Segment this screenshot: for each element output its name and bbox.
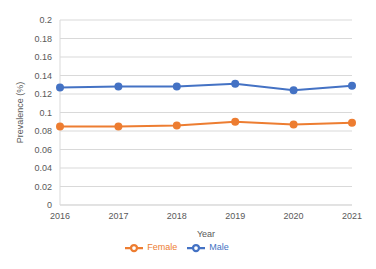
svg-text:Year: Year <box>197 229 215 239</box>
html-text:Female: Female <box>147 242 178 253</box>
html-text:Male: Male <box>209 242 229 253</box>
svg-text:2019: 2019 <box>225 211 245 221</box>
svg-text:2020: 2020 <box>284 211 304 221</box>
svg-text:2018: 2018 <box>167 211 187 221</box>
svg-text:0.2: 0.2 <box>39 15 52 25</box>
svg-text:0.14: 0.14 <box>34 71 52 81</box>
svg-text:0.08: 0.08 <box>34 126 52 136</box>
svg-text:0.04: 0.04 <box>34 163 52 173</box>
svg-text:Prevalence (%): Prevalence (%) <box>15 82 25 144</box>
svg-text:0.1: 0.1 <box>39 108 52 118</box>
svg-text:0: 0 <box>47 200 52 210</box>
svg-text:2017: 2017 <box>108 211 128 221</box>
svg-text:0.12: 0.12 <box>34 89 52 99</box>
svg-text:2021: 2021 <box>342 211 362 221</box>
svg-text:0.18: 0.18 <box>34 34 52 44</box>
svg-text:0.06: 0.06 <box>34 145 52 155</box>
svg-text:0.16: 0.16 <box>34 52 52 62</box>
svg-text:2016: 2016 <box>50 211 70 221</box>
svg-text:0.02: 0.02 <box>34 182 52 192</box>
